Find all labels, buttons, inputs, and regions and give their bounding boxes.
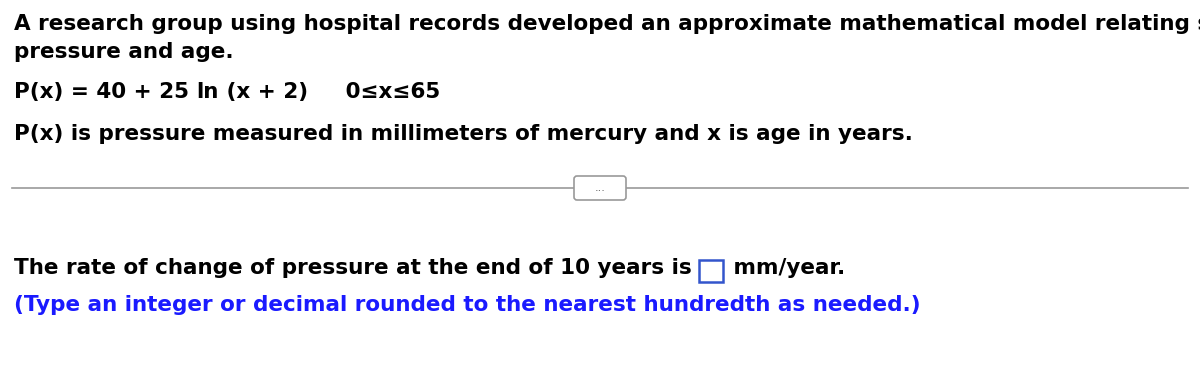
Text: pressure and age.: pressure and age.	[14, 42, 234, 62]
Text: The rate of change of pressure at the end of 10 years is: The rate of change of pressure at the en…	[14, 258, 700, 278]
FancyBboxPatch shape	[700, 260, 724, 282]
FancyBboxPatch shape	[574, 176, 626, 200]
Text: ...: ...	[594, 183, 606, 193]
Text: A research group using hospital records developed an approximate mathematical mo: A research group using hospital records …	[14, 14, 1200, 34]
Text: ln: ln	[197, 82, 218, 102]
Text: P(x) is pressure measured in millimeters of mercury and x is age in years.: P(x) is pressure measured in millimeters…	[14, 124, 913, 144]
Text: P(x) = 40 + 25: P(x) = 40 + 25	[14, 82, 197, 102]
Text: (Type an integer or decimal rounded to the nearest hundredth as needed.): (Type an integer or decimal rounded to t…	[14, 295, 920, 315]
Text: mm/year.: mm/year.	[726, 258, 846, 278]
Text: (x + 2)     0≤x≤65: (x + 2) 0≤x≤65	[218, 82, 440, 102]
